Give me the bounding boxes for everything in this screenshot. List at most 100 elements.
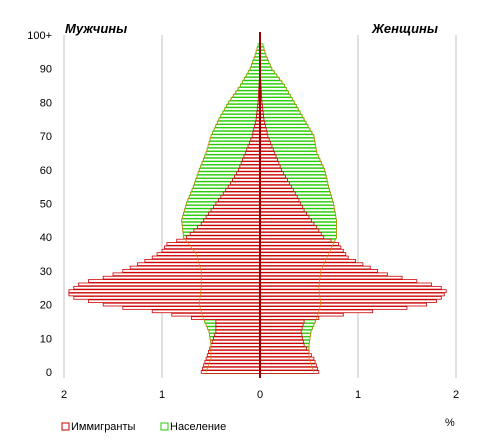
immigrants-bar-male: [203, 363, 261, 368]
x-tick-label: 1: [355, 389, 361, 401]
immigrants-bar-female: [259, 161, 280, 165]
immigrants-bar-female: [259, 299, 437, 304]
immigrants-bar-female: [259, 259, 356, 263]
immigrants-bar-male: [238, 168, 261, 172]
population-bar-male: [252, 60, 261, 64]
immigrants-bar-male: [215, 329, 261, 334]
population-bar-male: [220, 114, 261, 118]
immigrants-bar-male: [227, 184, 261, 189]
immigrants-bar-male: [171, 312, 261, 317]
legend-immigrants-label: Иммигранты: [71, 421, 136, 433]
immigrants-bar-female: [259, 356, 315, 361]
immigrants-bar-female: [259, 154, 277, 159]
immigrants-bar-male: [122, 269, 261, 273]
population-bar-male: [226, 103, 261, 108]
immigrants-bar-female: [259, 366, 318, 371]
legend-population-swatch: [160, 422, 169, 431]
immigrants-bar-male: [176, 238, 261, 243]
immigrants-bar-male: [189, 232, 261, 236]
y-tick-label: 60: [40, 165, 52, 177]
immigrants-bar-female: [259, 184, 292, 189]
y-tick-label: 0: [46, 367, 52, 379]
population-bar-male: [247, 70, 261, 74]
immigrants-bar-male: [122, 306, 261, 310]
population-bar-female: [259, 90, 289, 95]
y-tick-label: 50: [40, 199, 52, 211]
immigrants-bar-female: [259, 188, 294, 192]
immigrants-bar-female: [259, 228, 320, 233]
population-bar-male: [218, 117, 261, 122]
immigrants-bar-male: [242, 157, 261, 162]
population-bar-female: [259, 97, 293, 101]
population-bar-female: [259, 130, 313, 135]
population-bar-female: [259, 83, 285, 88]
immigrants-bar-female: [259, 157, 278, 162]
x-tick-label: 0: [257, 389, 263, 401]
immigrants-bar-female: [259, 201, 302, 206]
immigrants-bar-male: [200, 370, 261, 374]
immigrants-bar-male: [210, 208, 261, 213]
immigrants-bar-female: [259, 269, 378, 273]
immigrants-bar-male: [190, 316, 261, 320]
immigrants-bar-female: [259, 302, 428, 307]
y-tick-label: 80: [40, 97, 52, 109]
immigrants-bar-male: [215, 326, 261, 330]
immigrants-bar-female: [259, 151, 276, 155]
immigrants-bar-female: [259, 349, 310, 354]
immigrants-bar-female: [259, 326, 303, 330]
immigrants-bar-male: [151, 309, 261, 314]
y-tick-label: 10: [40, 333, 52, 345]
immigrants-bar-female: [259, 141, 271, 145]
immigrants-bar-male: [239, 164, 261, 169]
immigrants-bar-male: [217, 198, 261, 202]
immigrants-bar-female: [259, 144, 273, 148]
immigrants-bar-male: [208, 211, 261, 216]
immigrants-bar-male: [88, 279, 261, 283]
immigrants-bar-female: [259, 272, 388, 277]
immigrants-bar-male: [144, 259, 261, 263]
immigrants-bar-female: [259, 370, 320, 374]
immigrants-bar-male: [102, 275, 261, 280]
immigrants-bar-female: [259, 275, 403, 280]
immigrants-bar-male: [213, 336, 261, 341]
immigrants-bar-female: [259, 306, 408, 310]
population-bar-male: [222, 110, 261, 115]
immigrants-bar-female: [259, 191, 296, 196]
immigrants-bar-male: [73, 296, 261, 300]
population-bar-female: [259, 60, 270, 64]
population-bar-female: [259, 77, 280, 81]
immigrants-bar-male: [166, 242, 261, 246]
immigrants-bar-male: [208, 349, 261, 354]
immigrants-bar-male: [78, 282, 261, 287]
y-tick-label: 70: [40, 131, 52, 143]
population-bar-male: [235, 90, 261, 95]
immigrants-bar-female: [259, 232, 322, 236]
immigrants-bar-female: [259, 205, 303, 209]
population-bar-male: [237, 87, 261, 91]
axis: [259, 32, 261, 378]
immigrants-bar-female: [259, 235, 325, 239]
population-bar-female: [259, 93, 291, 98]
immigrants-bar-female: [259, 353, 312, 357]
immigrants-bar-female: [259, 296, 442, 300]
population-bar-male: [224, 107, 261, 111]
immigrants-bar-male: [240, 161, 261, 165]
immigrants-bar-male: [244, 151, 261, 155]
immigrants-bar-female: [259, 221, 315, 226]
immigrants-bar-female: [259, 323, 304, 327]
population-bar-female: [259, 66, 273, 71]
immigrants-bar-male: [193, 228, 261, 233]
immigrants-bar-female: [259, 225, 317, 229]
population-outline-female: [262, 45, 337, 373]
population-bar-male: [245, 73, 261, 78]
immigrants-bar-female: [259, 312, 344, 317]
immigrants-bar-female: [259, 255, 349, 260]
immigrants-bar-male: [232, 178, 261, 182]
population-bar-female: [259, 120, 307, 125]
immigrants-bar-male: [215, 319, 261, 324]
immigrants-bar-female: [259, 316, 320, 320]
population-bar-male: [216, 120, 261, 125]
immigrants-bar-male: [186, 235, 261, 239]
immigrants-bar-female: [259, 208, 305, 213]
population-bar-female: [259, 73, 278, 78]
